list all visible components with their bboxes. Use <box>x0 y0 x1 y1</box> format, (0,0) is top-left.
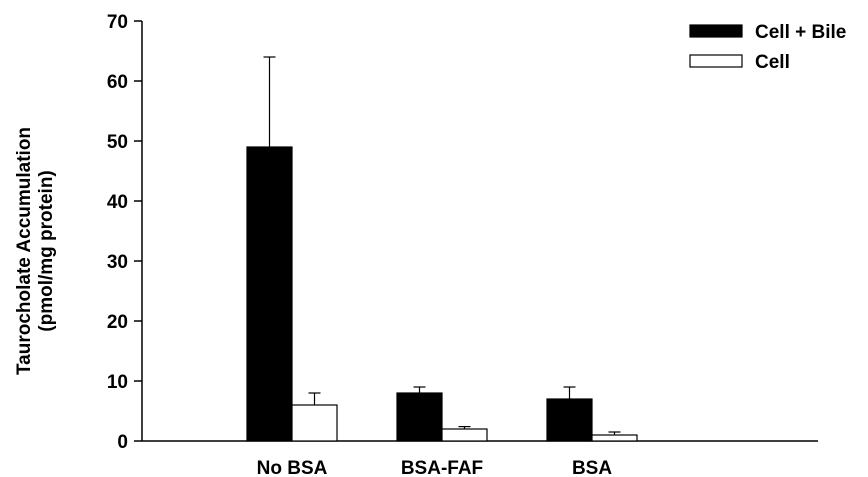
y-tick-label: 0 <box>117 432 128 453</box>
bar-cell-bile-bsa <box>546 398 593 442</box>
category-label: BSA-FAF <box>401 458 483 477</box>
y-tick-label: 70 <box>107 12 128 33</box>
bars <box>246 146 638 442</box>
y-axis-title-line2: (pmol/mg protein) <box>36 170 57 331</box>
y-ticks: 0 10 20 30 40 50 60 70 <box>107 12 142 453</box>
y-axis-title: Taurocholate Accumulation (pmol/mg prote… <box>14 127 57 375</box>
bar-cell-bsa <box>591 434 638 442</box>
bar-cell-bile-no-bsa <box>246 146 293 442</box>
error-bars <box>263 56 621 435</box>
bar-cell-bile-bsa-faf <box>396 392 443 442</box>
legend: Cell + Bile Cell <box>689 22 846 73</box>
y-tick-label: 30 <box>107 252 128 273</box>
y-tick-label: 40 <box>107 192 128 213</box>
axes <box>141 21 818 442</box>
legend-label: Cell <box>755 52 790 73</box>
bar-cell-no-bsa <box>291 404 338 442</box>
y-tick-label: 20 <box>107 312 128 333</box>
legend-label: Cell + Bile <box>755 22 846 43</box>
category-label: No BSA <box>257 458 328 477</box>
y-axis-title-line1: Taurocholate Accumulation <box>14 127 35 375</box>
legend-swatch <box>689 54 743 68</box>
category-label: BSA <box>572 458 612 477</box>
bar-cell-bsa-faf <box>441 428 488 442</box>
legend-swatch <box>689 24 743 38</box>
y-tick-label: 50 <box>107 132 128 153</box>
y-tick-label: 10 <box>107 372 128 393</box>
category-labels: No BSA BSA-FAF BSA <box>257 458 613 477</box>
y-tick-label: 60 <box>107 72 128 93</box>
